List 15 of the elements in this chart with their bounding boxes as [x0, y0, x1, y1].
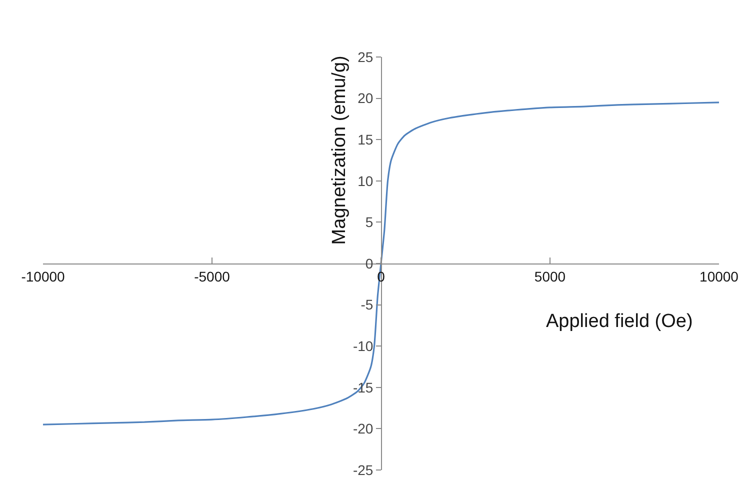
- x-tick-label: 10000: [700, 268, 739, 284]
- y-tick-label: -20: [352, 420, 374, 437]
- x-axis-title: Applied field (Oe): [546, 311, 693, 332]
- y-tick-label: -10: [352, 338, 374, 354]
- y-tick-label: -5: [360, 296, 374, 313]
- y-tick-label: 5: [365, 214, 374, 230]
- x-tick-label: 5000: [534, 268, 566, 284]
- y-axis-title: Magnetization (emu/g): [328, 56, 350, 245]
- y-tick-label: -25: [352, 462, 374, 478]
- y-tick-label: 15: [358, 132, 374, 148]
- y-tick-label: 10: [358, 172, 374, 189]
- y-tick-label: 25: [358, 48, 374, 65]
- y-tick-label: 20: [358, 90, 374, 106]
- x-tick-label: -10000: [21, 268, 66, 284]
- x-tick-label: -5000: [194, 268, 230, 284]
